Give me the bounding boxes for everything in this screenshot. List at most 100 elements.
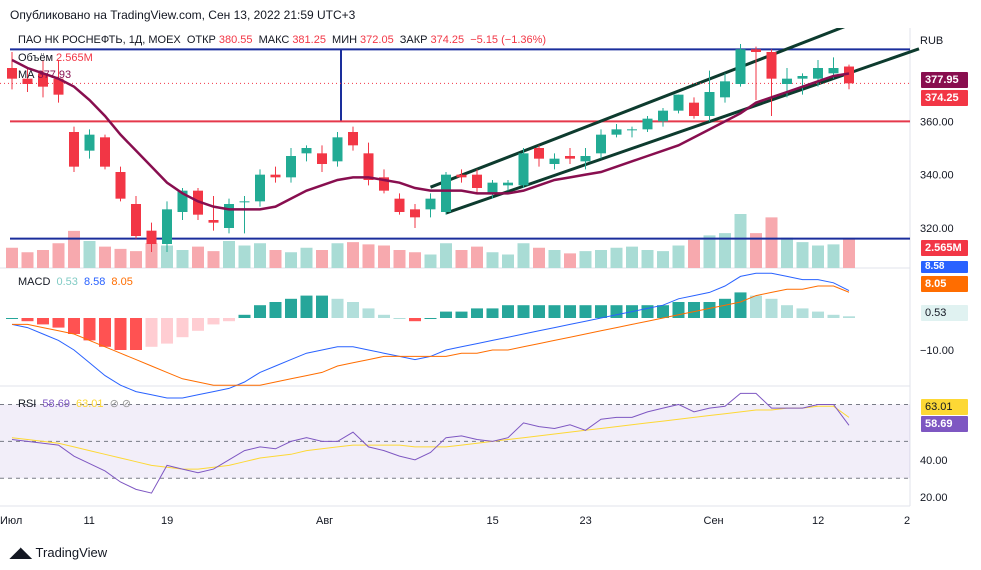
volume-bar <box>254 243 266 268</box>
eye-icon[interactable]: ⊘ ⊘ <box>109 398 132 410</box>
rsi-band <box>0 404 910 479</box>
macd-hist-bar <box>176 318 189 338</box>
candle-body <box>766 52 777 79</box>
volume-bar <box>192 246 204 268</box>
volume-bar <box>440 243 452 268</box>
macd-hist-bar <box>610 305 623 318</box>
candle-body <box>255 174 265 202</box>
candle-body <box>611 129 622 135</box>
macd-legend: MACD 0.53 8.58 8.05 <box>18 276 136 288</box>
candle-body <box>518 153 529 186</box>
candle-body <box>394 198 405 212</box>
macd-hist-value: 0.53 <box>56 276 78 288</box>
tradingview-footer[interactable]: ◢◣ TradingView <box>10 544 107 561</box>
volume-bar <box>362 244 375 268</box>
volume-bar <box>331 243 344 268</box>
macd-hist-bar <box>192 318 204 331</box>
macd-hist-bar <box>471 308 483 318</box>
candle-body <box>720 81 730 98</box>
macd-hist-bar <box>486 308 499 318</box>
volume-bar <box>21 252 34 268</box>
price-tick-label: 340.00 <box>920 170 954 182</box>
macd-hist-bar <box>21 318 34 322</box>
volume-bar <box>796 242 809 268</box>
candle-body <box>627 129 637 131</box>
macd-hist-bar <box>68 318 80 334</box>
volume-value: 2.565M <box>56 52 93 64</box>
candle-body <box>363 153 374 180</box>
chart-frame[interactable]: −10.00 40.00 20.00 RUB 360.00 340.00 320.00 Июл… <box>0 0 981 540</box>
volume-bar <box>750 233 762 268</box>
candle-body <box>828 68 839 74</box>
volume-bar <box>6 247 18 268</box>
candle-body <box>534 148 544 159</box>
volume-bar <box>827 244 840 268</box>
time-tick-label: 15 <box>487 515 499 527</box>
candle-body <box>782 78 792 84</box>
low-label: МИН <box>332 34 358 46</box>
macd-tick-label: −10.00 <box>920 345 954 357</box>
change-value: −5.15 (−1.36%) <box>470 34 547 46</box>
candle-body <box>84 134 95 151</box>
currency-label: RUB <box>920 35 943 47</box>
candle-body <box>69 132 79 167</box>
volume-bar <box>471 246 483 268</box>
time-tick-label: 23 <box>580 515 592 527</box>
volume-bar <box>610 247 623 268</box>
volume-bar <box>502 254 514 268</box>
volume-bar <box>347 242 359 268</box>
rsi-tag: 58.69 <box>921 416 968 432</box>
macd-hist-bar <box>238 314 251 318</box>
volume-bar <box>781 237 793 268</box>
volume-bar <box>207 251 220 268</box>
channel-upper-line <box>429 0 918 189</box>
candle-body <box>441 174 451 212</box>
volume-tag: 2.565M <box>921 240 968 256</box>
chart-canvas[interactable]: −10.00 40.00 20.00 RUB 360.00 340.00 320.00 Июл… <box>0 0 981 540</box>
candle-body <box>549 158 560 164</box>
volume-bar <box>300 247 313 268</box>
volume-bar <box>688 239 700 268</box>
close-value: 374.25 <box>430 34 465 46</box>
candle-body <box>456 174 467 178</box>
volume-bar <box>316 250 328 268</box>
macd-hist-bar <box>548 305 561 318</box>
candle-body <box>379 177 389 191</box>
candle-body <box>100 137 110 167</box>
macd-hist-bar <box>285 298 297 318</box>
volume-bar <box>719 233 731 268</box>
volume-bar <box>114 248 127 268</box>
volume-bar <box>409 252 421 268</box>
candle-body <box>503 182 513 186</box>
volume-bar <box>641 250 654 268</box>
macd-hist-bar <box>6 318 18 319</box>
candle-body <box>53 78 64 95</box>
macd-hist-bar <box>843 316 855 318</box>
macd-hist-bar <box>719 298 731 318</box>
macd-hist-bar <box>393 318 406 319</box>
macd-line-value: 8.58 <box>83 276 106 288</box>
symbol-legend: ПАО НК РОСНЕФТЬ, 1Д, MOEX ОТКР 380.55 МАК… <box>18 34 549 46</box>
price-tick-label: 320.00 <box>920 223 954 235</box>
macd-hist-bar <box>579 305 592 318</box>
macd-hist-bar <box>52 318 65 328</box>
macd-hist-bar <box>533 305 545 318</box>
time-tick-label: 19 <box>161 515 173 527</box>
volume-bar <box>672 245 685 268</box>
macd-hist-bar <box>812 311 824 318</box>
macd-hist-bar <box>688 302 700 318</box>
volume-bar <box>579 251 592 268</box>
ma-legend: MA 377.93 <box>18 69 74 81</box>
time-tick-label: Июл <box>0 515 22 527</box>
macd-hist-bar <box>641 305 654 318</box>
candle-body <box>317 153 327 164</box>
volume-bar <box>99 246 111 268</box>
candle-body <box>7 68 17 79</box>
brand-name: TradingView <box>35 545 108 560</box>
candle-body <box>115 172 126 199</box>
candle-body <box>301 148 312 154</box>
rsi-ma-tag: 63.01 <box>921 399 968 415</box>
volume-bar <box>517 243 530 268</box>
volume-bar <box>378 245 390 268</box>
candle-body <box>735 49 746 84</box>
